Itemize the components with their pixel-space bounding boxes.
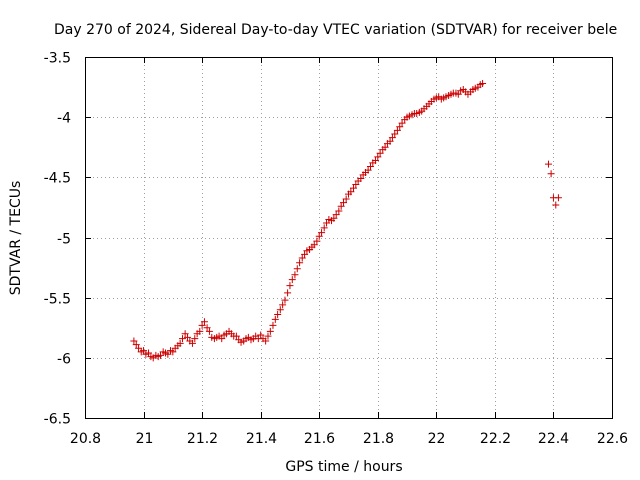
data-point — [132, 341, 140, 349]
y-tick-label: -5 — [57, 232, 71, 248]
data-point — [318, 229, 326, 237]
y-tick-label: -4 — [57, 111, 71, 127]
y-tick-label: -5.5 — [44, 292, 71, 308]
grid — [85, 57, 612, 418]
data-point — [257, 331, 265, 339]
data-point — [198, 321, 206, 329]
data-point — [352, 181, 360, 189]
data-point — [291, 271, 299, 279]
data-point — [293, 265, 301, 273]
x-axis: 20.8 21 21.2 21.4 21.6 21.8 22 22.2 22.4 22.6 — [70, 57, 628, 447]
data-point — [188, 339, 196, 347]
data-point — [178, 335, 186, 343]
data-point — [169, 348, 177, 356]
data-point — [547, 170, 555, 178]
x-axis-label: GPS time / hours — [285, 459, 402, 475]
data-point — [310, 241, 318, 249]
data-point — [281, 296, 289, 304]
data-point — [330, 214, 338, 222]
data-point — [266, 327, 274, 335]
data-point — [388, 134, 396, 142]
x-tick-label: 21.6 — [304, 431, 335, 447]
data-point — [347, 188, 355, 196]
data-point — [145, 349, 153, 357]
data-point — [276, 306, 284, 314]
data-point — [391, 130, 399, 138]
data-point — [340, 199, 348, 207]
data-point — [332, 211, 340, 219]
data-point — [205, 327, 213, 335]
data-point — [396, 123, 404, 131]
y-tick-label: -4.5 — [44, 171, 71, 187]
data-point — [191, 335, 199, 343]
data-point — [274, 311, 282, 319]
data-point — [386, 137, 394, 145]
data-point — [376, 149, 384, 157]
y-tick-label: -3.5 — [44, 51, 71, 67]
y-axis: -3.5 -4 -4.5 -5 -5.5 -6 -6.5 — [44, 51, 612, 428]
data-point — [552, 201, 560, 209]
data-point — [200, 318, 208, 326]
data-point — [176, 339, 184, 347]
data-point — [301, 250, 309, 258]
data-point — [366, 163, 374, 171]
data-point — [284, 289, 292, 297]
data-point — [135, 344, 143, 352]
data-point — [183, 333, 191, 341]
x-tick-label: 22 — [428, 431, 446, 447]
data-point — [398, 119, 406, 127]
data-point — [140, 347, 148, 355]
data-point — [335, 207, 343, 215]
data-point — [554, 194, 562, 202]
data-point — [298, 254, 306, 262]
data-point — [262, 337, 270, 345]
data-point — [286, 282, 294, 290]
data-point — [296, 259, 304, 267]
data-point — [218, 335, 226, 343]
data-point — [288, 276, 296, 284]
data-point — [264, 332, 272, 340]
data-point — [203, 324, 211, 332]
y-tick-label: -6 — [57, 352, 71, 368]
data-point — [381, 143, 389, 151]
data-point — [130, 337, 138, 345]
data-point — [374, 153, 382, 161]
data-points — [130, 79, 562, 362]
y-axis-label: SDTVAR / TECUs — [8, 181, 24, 296]
data-point — [196, 327, 204, 335]
x-tick-label: 21.8 — [363, 431, 394, 447]
data-point — [157, 351, 165, 359]
data-point — [323, 219, 331, 227]
chart-title: Day 270 of 2024, Sidereal Day-to-day VTE… — [54, 22, 617, 38]
data-point — [232, 332, 240, 340]
x-tick-label: 20.8 — [70, 431, 101, 447]
data-point — [357, 175, 365, 183]
data-point — [544, 160, 552, 168]
x-tick-label: 22.2 — [480, 431, 511, 447]
x-tick-label: 21 — [136, 431, 154, 447]
x-tick-label: 21.2 — [187, 431, 218, 447]
data-point — [371, 156, 379, 164]
data-point — [279, 301, 287, 309]
x-tick-label: 21.4 — [246, 431, 277, 447]
data-point — [342, 195, 350, 203]
data-point — [393, 126, 401, 134]
data-point — [349, 184, 357, 192]
y-tick-label: -6.5 — [44, 412, 71, 428]
data-point — [181, 330, 189, 338]
data-point — [320, 224, 328, 232]
data-point — [271, 315, 279, 323]
data-point — [313, 237, 321, 245]
data-point — [337, 202, 345, 210]
x-tick-label: 22.4 — [538, 431, 569, 447]
data-point — [269, 321, 277, 329]
data-point — [454, 90, 462, 98]
data-point — [315, 232, 323, 240]
data-point — [164, 350, 172, 358]
x-tick-label: 22.6 — [597, 431, 628, 447]
data-point — [479, 79, 487, 87]
plot-frame — [85, 57, 613, 419]
data-point — [364, 166, 372, 174]
